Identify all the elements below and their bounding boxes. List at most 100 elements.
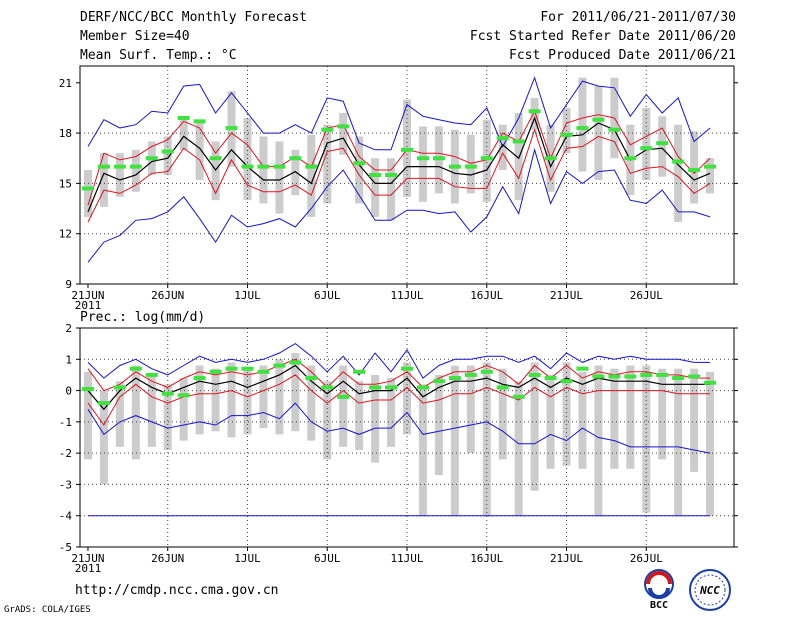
series-mean (87, 364, 711, 411)
x-tick-label: 21JUL (550, 552, 583, 565)
x-tick-label: 1JUL (234, 289, 261, 302)
x-tick-label: 6JUL (314, 289, 341, 302)
observed-marker (113, 385, 126, 390)
observed-marker (576, 126, 589, 131)
spread-box (131, 365, 140, 460)
spread-box (626, 365, 635, 469)
spread-box (243, 368, 252, 435)
spread-box (498, 368, 507, 460)
spread-box (466, 134, 475, 194)
precip-panel-title: Prec.: log(mm/d) (80, 310, 205, 325)
observed-marker (273, 363, 286, 368)
spread-box (371, 158, 380, 217)
spread-box (658, 116, 667, 177)
y-tick-label: 18 (59, 127, 72, 140)
spread-box (450, 365, 459, 516)
observed-marker (640, 146, 653, 151)
series-max (87, 76, 711, 151)
spread-box (387, 378, 396, 447)
spread-box (562, 362, 571, 466)
y-tick-label: -3 (59, 478, 72, 491)
chart-panel-2: -5 -4 -3 -2 -1 0 1 2 21JUN 26JUN 1JUL 6JUL 11JUL 16JU… (59, 310, 738, 575)
observed-marker (289, 156, 302, 161)
spread-box (418, 384, 427, 516)
y-tick-label: 21 (59, 77, 72, 90)
observed-marker (385, 385, 398, 390)
observed-marker (448, 376, 461, 381)
y-tick-label: 15 (59, 177, 72, 190)
spread-box (147, 374, 156, 447)
observed-marker (97, 401, 110, 406)
observed-marker (640, 372, 653, 377)
x-tick-label: 26JUN (151, 552, 184, 565)
spread-box (706, 158, 715, 194)
spread-box (674, 368, 683, 516)
observed-marker (337, 124, 350, 129)
observed-marker (592, 117, 605, 122)
observed-marker (480, 156, 493, 161)
x-tick-label: 26JUL (630, 289, 663, 302)
y-tick-label: -2 (59, 447, 72, 460)
observed-marker (209, 369, 222, 374)
spread-box (690, 131, 699, 204)
spread-box (530, 97, 539, 130)
observed-marker (225, 366, 238, 371)
observed-marker (512, 139, 525, 144)
observed-marker (129, 366, 142, 371)
spread-box (642, 107, 651, 181)
spread-box (339, 365, 348, 447)
observed-marker (113, 164, 126, 169)
spread-box (291, 149, 300, 196)
observed-marker (592, 374, 605, 379)
spread-box (482, 119, 491, 202)
observed-marker (161, 391, 174, 396)
spread-box (339, 112, 348, 155)
spread-box (131, 149, 140, 192)
spread-box (307, 134, 316, 217)
observed-marker (145, 156, 158, 161)
source-url[interactable]: http://cmdp.ncc.cma.gov.cn (75, 583, 279, 598)
x-tick-label: 1JUL (234, 552, 261, 565)
series-min (87, 147, 711, 263)
observed-marker (369, 385, 382, 390)
spread-box (434, 374, 443, 476)
y-tick-label: 1 (65, 353, 72, 366)
spread-box (403, 362, 411, 435)
x-tick-label: 21JUL (550, 289, 583, 302)
observed-marker (161, 149, 174, 154)
spread-box (163, 384, 172, 451)
spread-box (514, 112, 523, 201)
spread-box (243, 117, 252, 201)
spread-box (99, 153, 108, 207)
x-tick-label: 26JUN (151, 289, 184, 302)
observed-marker (512, 394, 525, 399)
y-tick-label: 12 (59, 228, 72, 241)
x-tick-label: 11JUL (390, 289, 423, 302)
spread-box (706, 371, 715, 516)
observed-marker (624, 374, 637, 379)
spread-box (163, 136, 172, 175)
spread-box (387, 158, 396, 221)
forecast-start-date: Fcst Started Refer Date 2011/06/20 (469, 29, 736, 44)
observed-marker (97, 164, 110, 169)
forecast-produced-date: Fcst Produced Date 2011/06/21 (509, 48, 736, 63)
spread-box (642, 365, 651, 513)
y-tick-label: -4 (59, 510, 73, 523)
observed-marker (560, 132, 573, 137)
observed-marker (289, 360, 302, 365)
spread-box (594, 365, 603, 516)
observed-marker (672, 159, 685, 164)
observed-marker (321, 385, 334, 390)
spread-box (418, 126, 427, 202)
observed-marker (401, 366, 413, 371)
spread-box (371, 374, 380, 463)
observed-marker (464, 164, 477, 169)
observed-marker (688, 167, 701, 172)
spread-box (83, 371, 92, 460)
bcc-logo-text: BCC (650, 600, 668, 610)
forecast-period: For 2011/06/21-2011/07/30 (540, 10, 736, 25)
observed-marker (337, 394, 350, 399)
y-tick-label: 2 (65, 322, 72, 335)
observed-marker (193, 376, 206, 381)
spread-box (578, 77, 587, 172)
